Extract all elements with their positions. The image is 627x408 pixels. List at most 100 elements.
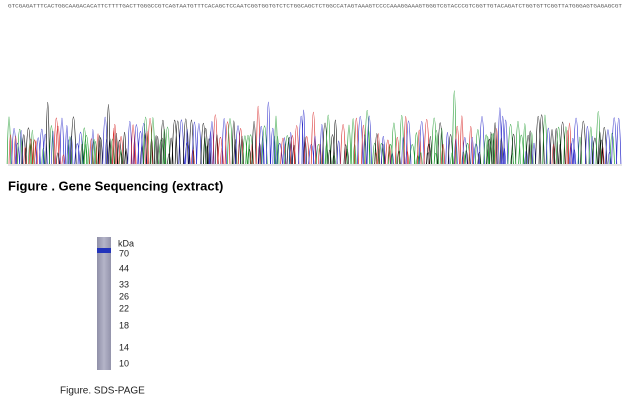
trace-peak [549, 129, 555, 165]
trace-peak [59, 117, 65, 165]
trace-peak [276, 143, 283, 165]
trace-peak [298, 115, 305, 165]
marker-label: 26 [119, 291, 129, 301]
trace-peak [489, 133, 495, 165]
trace-peak [74, 143, 81, 165]
trace-peak [569, 142, 573, 165]
trace-peak [607, 151, 612, 165]
trace-peak [203, 127, 209, 165]
gel-band [97, 248, 111, 253]
trace-peak [431, 117, 438, 165]
trace-peak [310, 111, 316, 165]
trace-peak [112, 124, 118, 165]
trace-peak [91, 139, 97, 165]
trace-peak [28, 138, 33, 165]
trace-peak [110, 138, 115, 165]
trace-peak [235, 125, 242, 165]
trace-peak [45, 102, 50, 165]
trace-peak [378, 142, 385, 165]
trace-peak [531, 142, 537, 165]
trace-peak [81, 127, 87, 165]
trace-peak [374, 133, 380, 165]
trace-peak [403, 116, 408, 165]
trace-peak [598, 139, 604, 165]
marker-label: 44 [119, 263, 129, 273]
trace-peak [611, 117, 618, 165]
trace-peak [573, 117, 580, 165]
trace-peak [468, 126, 473, 165]
trace-peak [535, 115, 542, 165]
gel-lane [97, 237, 111, 370]
trace-peak [91, 129, 95, 165]
trace-peak [122, 131, 127, 165]
trace-peak [515, 121, 521, 165]
trace-peak [366, 115, 372, 165]
trace-peak [559, 121, 566, 165]
trace-peak [538, 114, 545, 165]
trace-peak [426, 143, 432, 165]
trace-peak [616, 117, 622, 165]
trace-peak [554, 128, 559, 165]
trace-peak [224, 121, 231, 165]
trace-peak [14, 142, 20, 165]
marker-label: 22 [119, 303, 129, 313]
trace-peak [25, 127, 32, 165]
trace-peak [66, 139, 71, 165]
trace-peak [150, 117, 156, 165]
trace-peak [168, 137, 174, 165]
trace-peak [294, 125, 300, 165]
trace-peak [459, 115, 464, 165]
trace-peak [70, 116, 77, 165]
trace-peak [507, 124, 514, 165]
trace-peak [454, 126, 460, 165]
trace-peak [6, 116, 12, 165]
trace-peak [489, 131, 493, 165]
gel-caption: Figure. SDS-PAGE [60, 386, 145, 397]
trace-peak [492, 122, 498, 165]
chromatogram [6, 90, 622, 165]
trace-peak [16, 128, 23, 165]
trace-peak [67, 136, 73, 165]
trace-peak [116, 140, 123, 165]
trace-peak [30, 129, 35, 165]
trace-peak [372, 142, 378, 165]
trace-peak [441, 144, 446, 165]
trace-peak [346, 124, 352, 165]
trace-peak [56, 152, 60, 165]
trace-peak [567, 122, 572, 165]
trace-peak [167, 153, 171, 165]
trace-peak [23, 146, 28, 165]
trace-peak [319, 124, 324, 165]
trace-peak [558, 143, 562, 165]
trace-peak [184, 142, 191, 165]
trace-peak [545, 127, 551, 165]
trace-peak [333, 119, 338, 165]
trace-peak [258, 126, 265, 165]
trace-peak [491, 132, 496, 165]
trace-peak [164, 126, 171, 165]
trace-peak [220, 147, 224, 165]
trace-peak [288, 132, 293, 165]
gel-unit: kDa [118, 238, 134, 248]
trace-peak [206, 138, 212, 165]
trace-peak [399, 115, 405, 165]
trace-peak [303, 136, 310, 165]
trace-peak [597, 131, 602, 165]
trace-peak [274, 115, 278, 165]
trace-peak [522, 123, 527, 165]
trace-peak [61, 154, 66, 165]
trace-peak [439, 128, 444, 165]
marker-label: 10 [119, 358, 129, 368]
trace-peak [191, 122, 197, 165]
trace-peak [572, 149, 577, 165]
trace-peak [364, 110, 371, 165]
trace-peak [96, 133, 100, 165]
trace-peak [479, 116, 485, 165]
trace-peak [205, 145, 210, 165]
trace-peak [570, 138, 576, 165]
sequence-bases: GTCGAGATTTCACTGGCAAGACACATTCTTTTGACTTGGG… [8, 3, 622, 9]
marker-label: 18 [119, 320, 129, 330]
trace-peak [605, 129, 611, 165]
trace-peak [185, 128, 190, 165]
trace-peak [462, 137, 468, 165]
